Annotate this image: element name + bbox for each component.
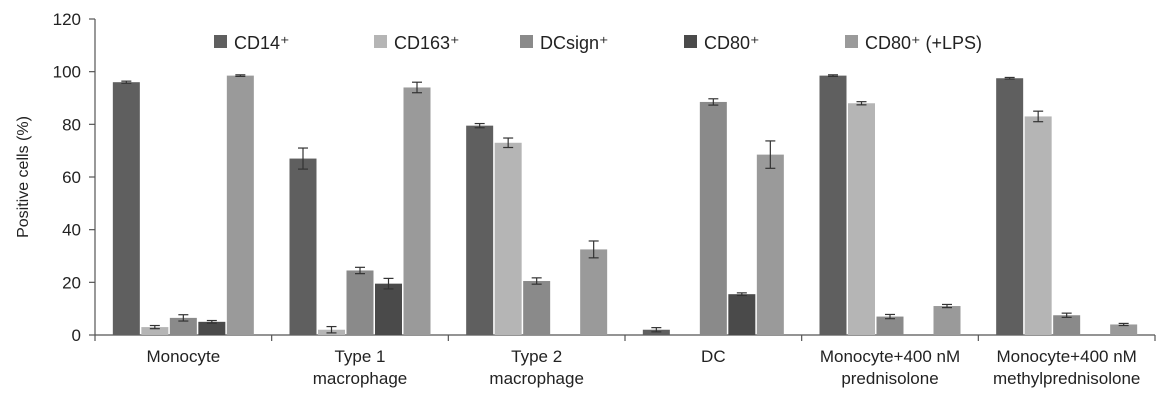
y-tick-label: 60 [62, 168, 81, 187]
legend-label: CD80⁺ (+LPS) [865, 33, 982, 53]
bar [996, 78, 1024, 335]
bar [819, 75, 847, 335]
bar [876, 316, 904, 335]
x-category-label: DC [701, 347, 726, 366]
bar [756, 154, 784, 335]
bar [403, 87, 431, 335]
y-tick-label: 80 [62, 115, 81, 134]
y-tick-label: 40 [62, 221, 81, 240]
bar [1053, 315, 1081, 335]
legend-swatch [374, 35, 387, 48]
legend-label: CD80⁺ [704, 33, 760, 53]
bar [169, 317, 197, 335]
axes: 0 20 40 60 80 100 120 Positive cells (%) [15, 10, 1156, 345]
legend-swatch [214, 35, 227, 48]
bar [580, 249, 608, 335]
category-labels: Monocyte Type 1 macrophage Type 2 macrophage… [146, 347, 1140, 388]
x-category-label: Type 1 macrophage [313, 347, 408, 388]
x-category-label: Type 2 macrophage [489, 347, 584, 388]
legend-label: CD163⁺ [394, 33, 460, 53]
legend: CD14⁺ CD163⁺ DCsign⁺ CD80⁺ CD80⁺ (+LPS) [214, 33, 982, 53]
legend-swatch [520, 35, 533, 48]
y-tick-label: 0 [72, 326, 81, 345]
bar [466, 125, 494, 336]
bar [523, 281, 551, 335]
bar [933, 306, 961, 335]
bar [848, 103, 875, 336]
legend-swatch [845, 35, 858, 48]
y-axis-title: Positive cells (%) [15, 116, 32, 238]
x-category-label: Monocyte+400 nM prednisolone [820, 347, 960, 388]
legend-label: DCsign⁺ [540, 33, 609, 53]
bar [728, 294, 756, 335]
x-category-label: Monocyte [146, 347, 220, 366]
legend-label: CD14⁺ [234, 33, 290, 53]
bar [1024, 116, 1052, 335]
legend-swatch [684, 35, 697, 48]
bar [226, 75, 254, 335]
y-tick-label: 120 [53, 10, 81, 29]
bar [1110, 324, 1138, 335]
bar [494, 142, 522, 335]
bar [141, 327, 169, 335]
y-tick-label: 20 [62, 273, 81, 292]
y-tick-label: 100 [53, 63, 81, 82]
bar [346, 270, 374, 335]
bar [112, 82, 140, 335]
error-bars [121, 74, 1129, 334]
bar [375, 283, 402, 335]
bars [112, 75, 1138, 336]
bar [699, 101, 727, 335]
x-category-label: Monocyte+400 nM methylprednisolone [993, 347, 1140, 388]
bar [289, 158, 317, 335]
bar [198, 321, 226, 335]
